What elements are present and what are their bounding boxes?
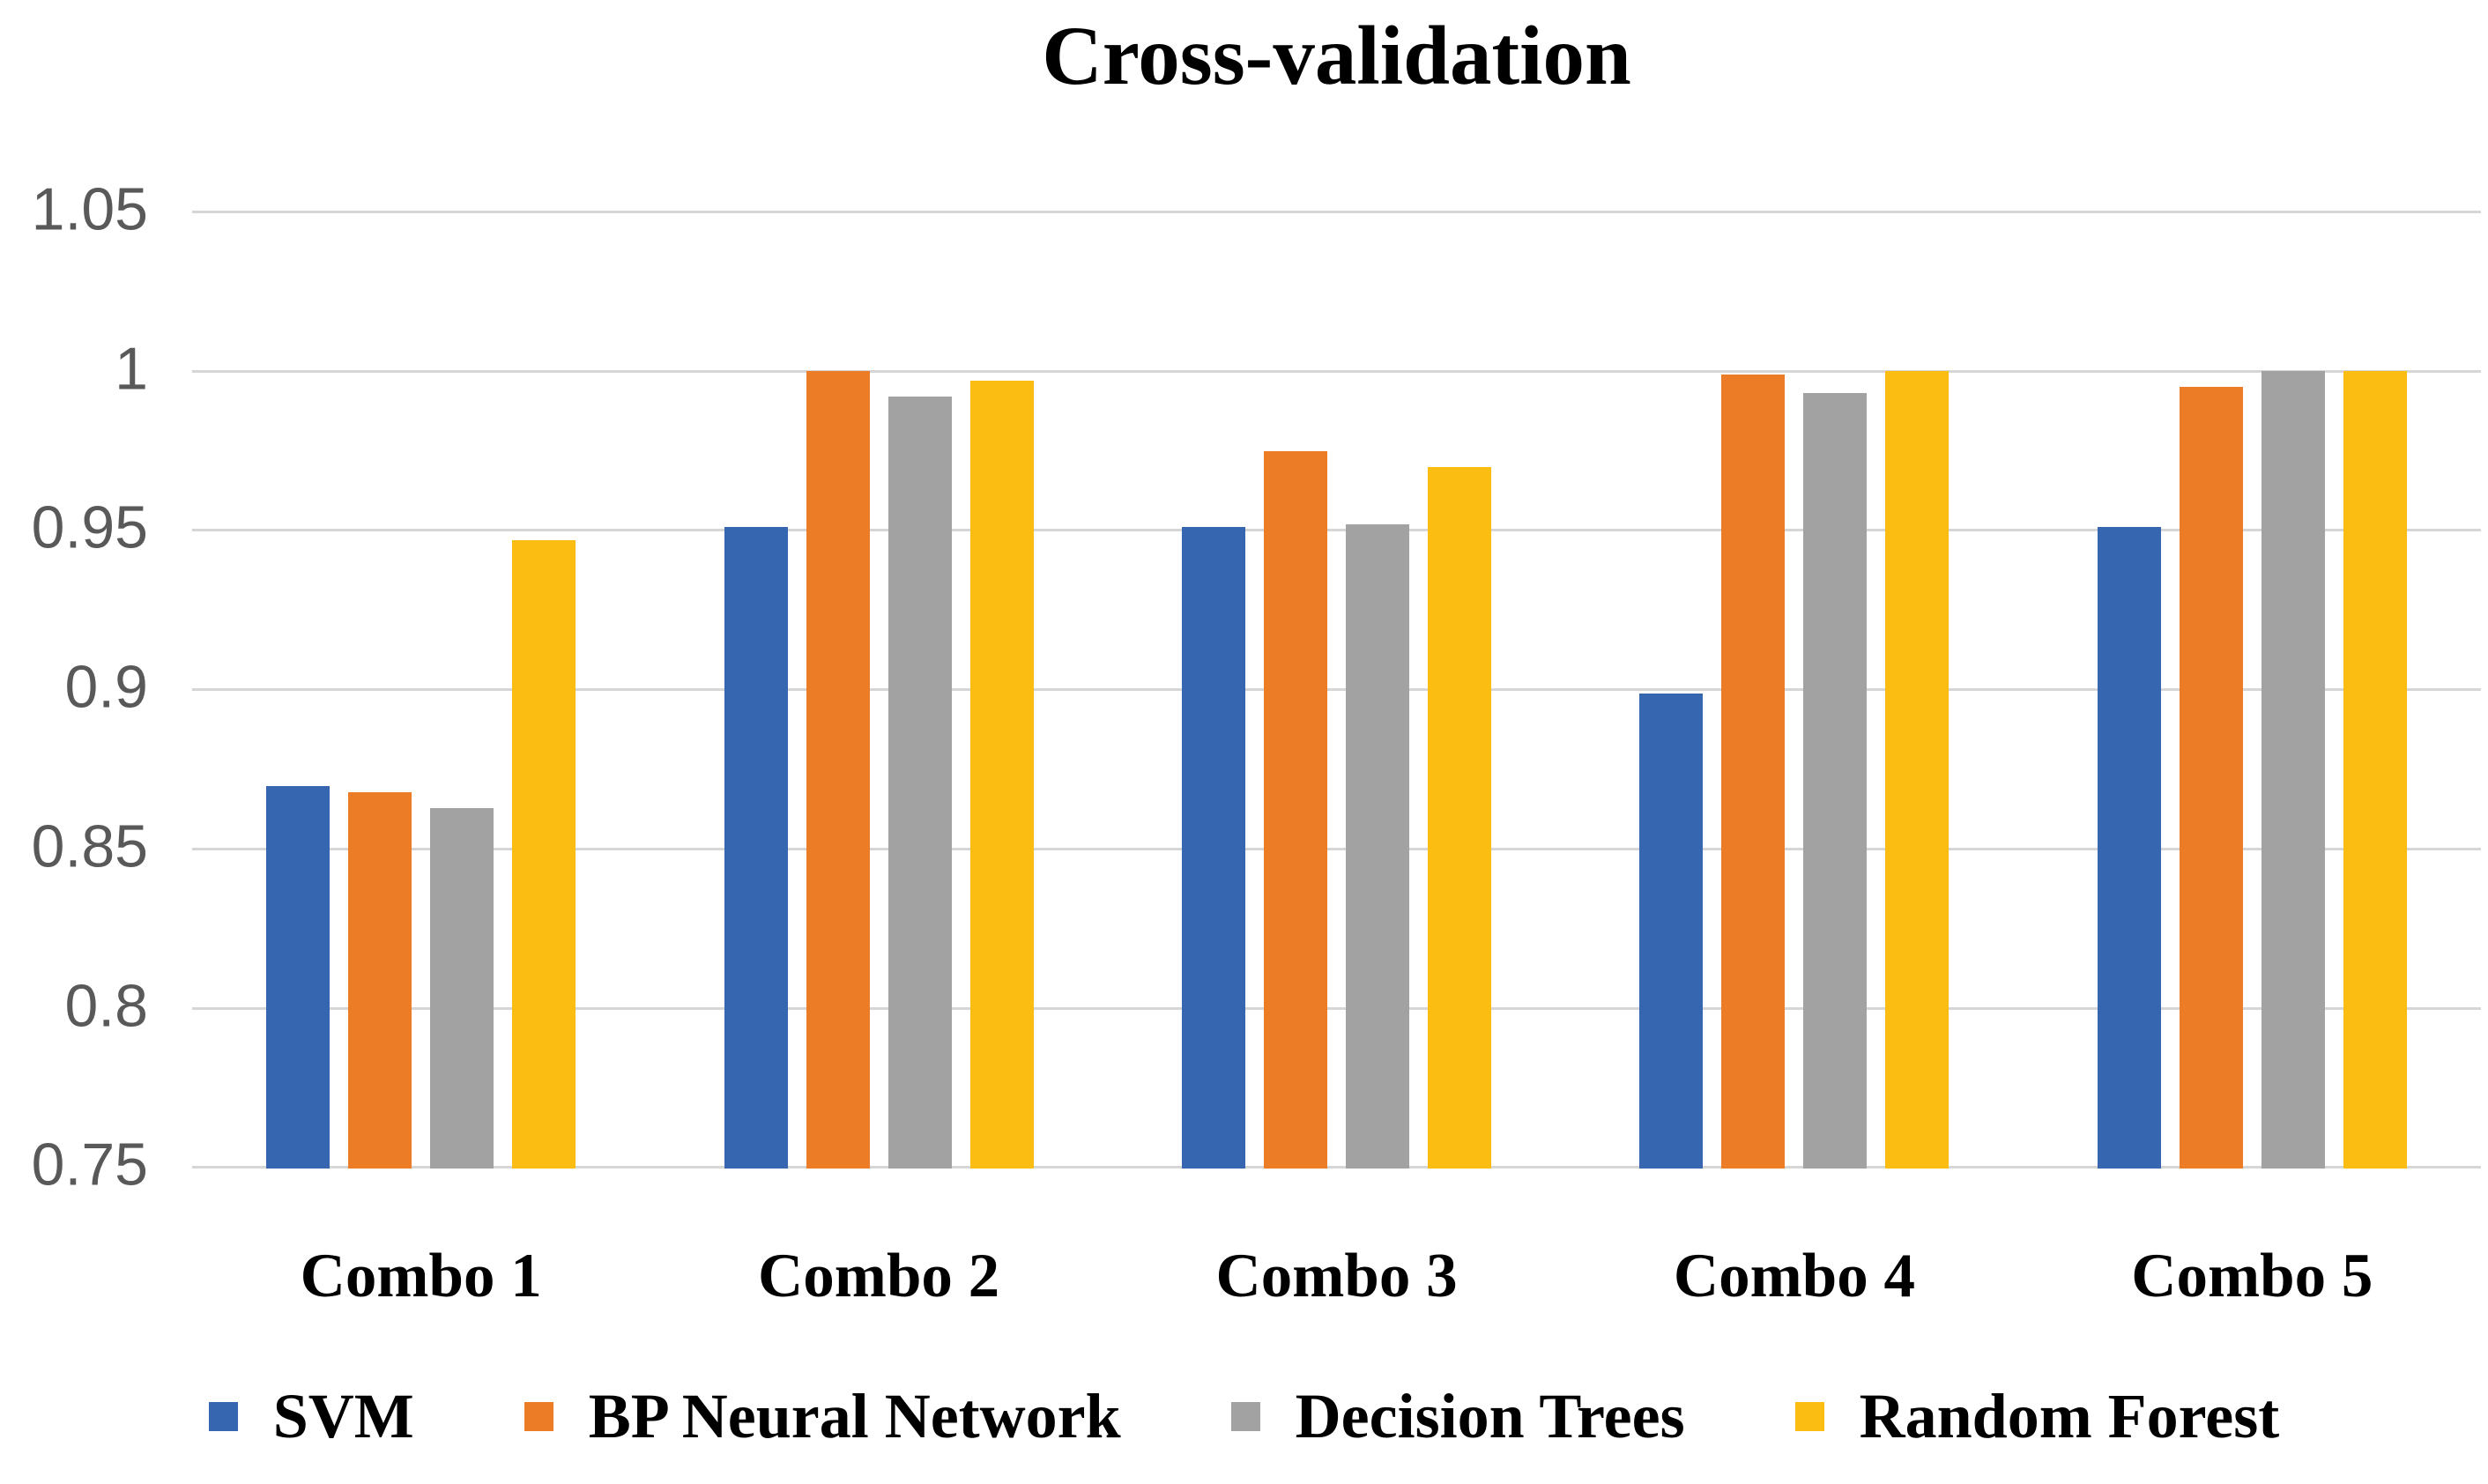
bar-group (1108, 211, 1565, 1169)
x-tick-label: Combo 4 (1673, 1242, 1915, 1310)
bar (1346, 523, 1410, 1169)
bar (266, 785, 330, 1169)
bar (1639, 693, 1704, 1169)
bar (969, 380, 1034, 1169)
legend-label: Decision Trees (1295, 1381, 1685, 1451)
gridline (192, 1166, 2481, 1169)
bar (430, 807, 494, 1169)
y-tick-label: 0.75 (31, 1131, 148, 1198)
bar (348, 791, 412, 1169)
bar (1182, 527, 1246, 1169)
gridline (192, 369, 2481, 373)
gridline (192, 529, 2481, 532)
bar (2343, 371, 2407, 1169)
gridline (192, 211, 2481, 213)
bar-group (650, 211, 1107, 1169)
x-axis-category-labels: Combo 1 Combo 2 Combo 3 Combo 4 Combo 5 (192, 1241, 2481, 1312)
legend-item: Random Forest (1794, 1380, 2280, 1453)
legend: SVM BP Neural Network Decision Trees Random… (0, 1380, 2488, 1453)
y-tick-label: 0.95 (31, 494, 148, 562)
bar (2179, 387, 2243, 1169)
legend-item: BP Neural Network (524, 1380, 1121, 1453)
y-tick-label: 0.85 (31, 812, 148, 880)
x-tick-label: Combo 5 (2131, 1242, 2373, 1310)
legend-swatch-icon (1230, 1402, 1260, 1431)
gridline (192, 688, 2481, 692)
bar (724, 527, 788, 1169)
bar (888, 396, 952, 1169)
plot-area (192, 211, 2481, 1169)
bar (1803, 393, 1868, 1169)
x-tick-label: Combo 2 (758, 1242, 1000, 1310)
bar (2097, 527, 2161, 1169)
bar (512, 539, 576, 1169)
y-tick-label: 0.9 (64, 653, 148, 721)
bar (806, 371, 870, 1169)
chart-title: Cross-validation (1042, 9, 1631, 102)
legend-label: BP Neural Network (588, 1381, 1121, 1451)
legend-swatch-icon (1794, 1402, 1824, 1431)
legend-label: SVM (272, 1381, 414, 1451)
x-tick-label: Combo 1 (300, 1242, 542, 1310)
y-tick-label: 1.05 (31, 175, 148, 243)
bar-group (192, 211, 650, 1169)
legend-item: SVM (208, 1380, 414, 1453)
x-tick-label: Combo 3 (1215, 1242, 1458, 1310)
gridline (192, 847, 2481, 850)
bar (1885, 371, 1950, 1169)
bar (2261, 371, 2325, 1169)
bar (1721, 374, 1786, 1169)
bar (1428, 466, 1492, 1169)
y-tick-label: 1 (115, 335, 148, 403)
gridline (192, 1006, 2481, 1010)
bar (1264, 450, 1328, 1169)
y-tick-label: 0.8 (64, 972, 148, 1040)
bar-group (1565, 211, 2023, 1169)
legend-swatch-icon (524, 1402, 553, 1431)
bar-group (2024, 211, 2481, 1169)
legend-label: Random Forest (1859, 1381, 2280, 1451)
legend-swatch-icon (208, 1402, 238, 1431)
legend-item: Decision Trees (1230, 1380, 1685, 1453)
